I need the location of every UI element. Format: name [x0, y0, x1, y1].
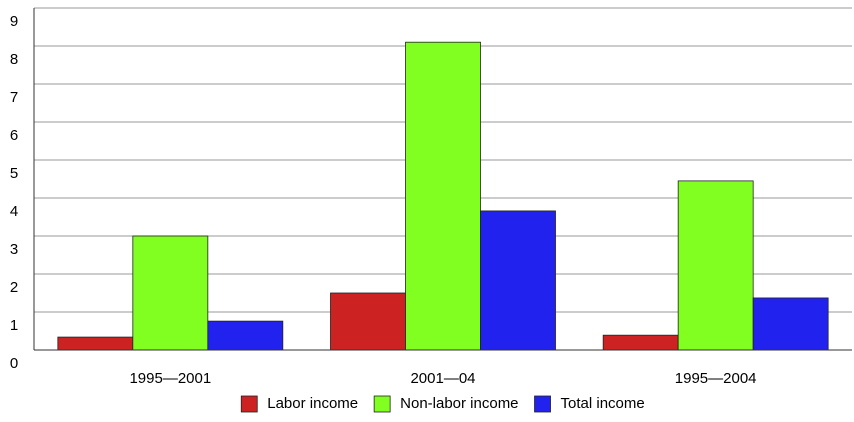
legend-label: Non-labor income — [400, 395, 518, 412]
bar — [207, 320, 284, 351]
bar — [132, 235, 209, 351]
legend-swatch — [240, 395, 258, 413]
bar — [405, 41, 481, 351]
y-tick-label: 8 — [10, 51, 18, 68]
legend-swatch — [373, 395, 391, 413]
bar — [330, 292, 406, 351]
y-tick-label: 2 — [10, 279, 18, 296]
y-tick-label: 4 — [10, 203, 18, 220]
y-tick-label: 1 — [10, 317, 18, 334]
bar — [677, 180, 754, 351]
y-tick-label: 6 — [10, 127, 18, 144]
x-tick-label: 1995—2004 — [675, 370, 757, 387]
y-tick-label: 7 — [10, 89, 18, 106]
y-tick-label: 5 — [10, 165, 18, 182]
x-tick-label: 1995—2001 — [129, 370, 211, 387]
bar — [57, 336, 134, 351]
x-tick-label: 2001—04 — [410, 370, 475, 387]
y-tick-label: 3 — [10, 241, 18, 258]
legend-label: Total income — [561, 395, 645, 412]
bar — [480, 210, 556, 351]
legend-swatch — [534, 395, 551, 413]
y-tick-label: 0 — [10, 355, 18, 372]
y-tick-label: 9 — [10, 13, 18, 30]
legend-label: Labor income — [267, 395, 358, 412]
bar — [752, 297, 829, 351]
bar — [602, 334, 679, 351]
